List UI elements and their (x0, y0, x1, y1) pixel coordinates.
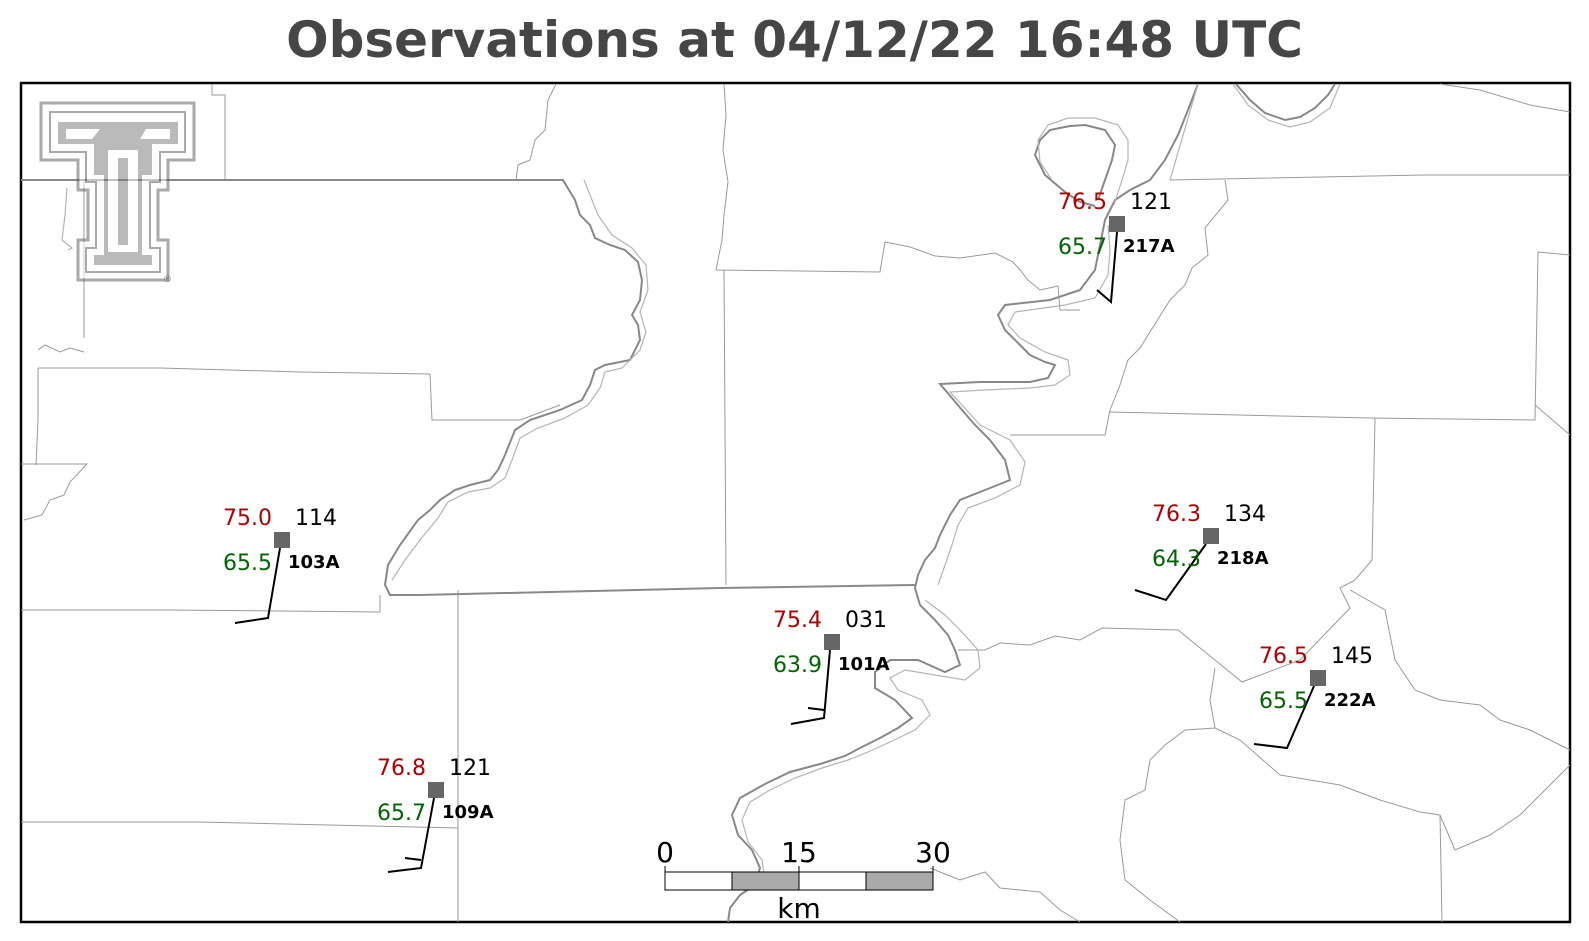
dewpoint-label: 65.5 (1259, 689, 1308, 714)
dewpoint-label: 65.5 (223, 551, 272, 576)
station-plot-101A: 75.4 031 63.9 101A (773, 608, 890, 725)
station-marker (1203, 528, 1219, 544)
scale-label-30: 30 (915, 836, 951, 869)
temperature-label: 76.5 (1058, 190, 1107, 215)
station-plot-217A: 76.5 121 65.7 217A (1058, 190, 1175, 305)
wind-barb (1134, 543, 1207, 602)
county-boundaries (21, 83, 1571, 923)
wind-barb-half (404, 857, 422, 861)
wind-barb (1096, 231, 1118, 305)
dewpoint-label: 65.7 (1058, 235, 1107, 260)
scale-bar: 0 15 30 km (656, 836, 951, 925)
wind-barb (234, 547, 281, 624)
station-plot-222A: 76.5 145 65.5 222A (1253, 644, 1376, 750)
wind-barb-half (807, 707, 825, 711)
wind-barb (1253, 685, 1315, 750)
scale-unit: km (777, 892, 821, 925)
river-boundaries (61, 83, 1341, 881)
pressure-label: 121 (449, 756, 491, 781)
scale-label-0: 0 (656, 836, 674, 869)
station-plot-109A: 76.8 121 65.7 109A (377, 756, 494, 873)
station-marker (1310, 670, 1326, 686)
registered-mark: ® (163, 275, 172, 285)
pressure-label: 031 (845, 608, 887, 633)
station-marker (428, 782, 444, 798)
map-title: Observations at 04/12/22 16:48 UTC (286, 11, 1303, 69)
dewpoint-label: 63.9 (773, 653, 822, 678)
pressure-label: 121 (1130, 190, 1172, 215)
station-marker (1109, 216, 1125, 232)
pressure-label: 114 (295, 506, 337, 531)
temperature-label: 76.5 (1259, 644, 1308, 669)
dewpoint-label: 64.3 (1152, 547, 1201, 572)
station-id-label: 103A (288, 552, 340, 573)
temperature-label: 76.3 (1152, 502, 1201, 527)
station-plot-103A: 75.0 114 65.5 103A (223, 506, 340, 624)
temperature-label: 75.0 (223, 506, 272, 531)
station-plots: 76.5 121 65.7 217A 75.0 114 65.5 103A 76.3 134 64.… (223, 190, 1376, 873)
wind-barb (387, 797, 435, 873)
scale-label-15: 15 (781, 836, 817, 869)
state-boundaries (21, 83, 1336, 923)
temperature-label: 75.4 (773, 608, 822, 633)
scale-segment (664, 871, 733, 891)
station-id-label: 109A (442, 802, 494, 823)
station-plot-218A: 76.3 134 64.3 218A (1134, 502, 1269, 602)
station-id-label: 222A (1324, 690, 1376, 711)
wind-barb (790, 649, 831, 725)
pressure-label: 134 (1224, 502, 1266, 527)
map-frame (19, 81, 1572, 924)
scale-segment (798, 871, 867, 891)
dewpoint-label: 65.7 (377, 801, 426, 826)
station-id-label: 218A (1217, 548, 1269, 569)
texas-tech-double-t-logo (39, 101, 196, 282)
station-marker (824, 634, 840, 650)
scale-segment (865, 871, 934, 891)
pressure-label: 145 (1331, 644, 1373, 669)
station-marker (274, 532, 290, 548)
temperature-label: 76.8 (377, 756, 426, 781)
station-id-label: 101A (838, 654, 890, 675)
station-id-label: 217A (1123, 236, 1175, 257)
scale-segment (731, 871, 800, 891)
